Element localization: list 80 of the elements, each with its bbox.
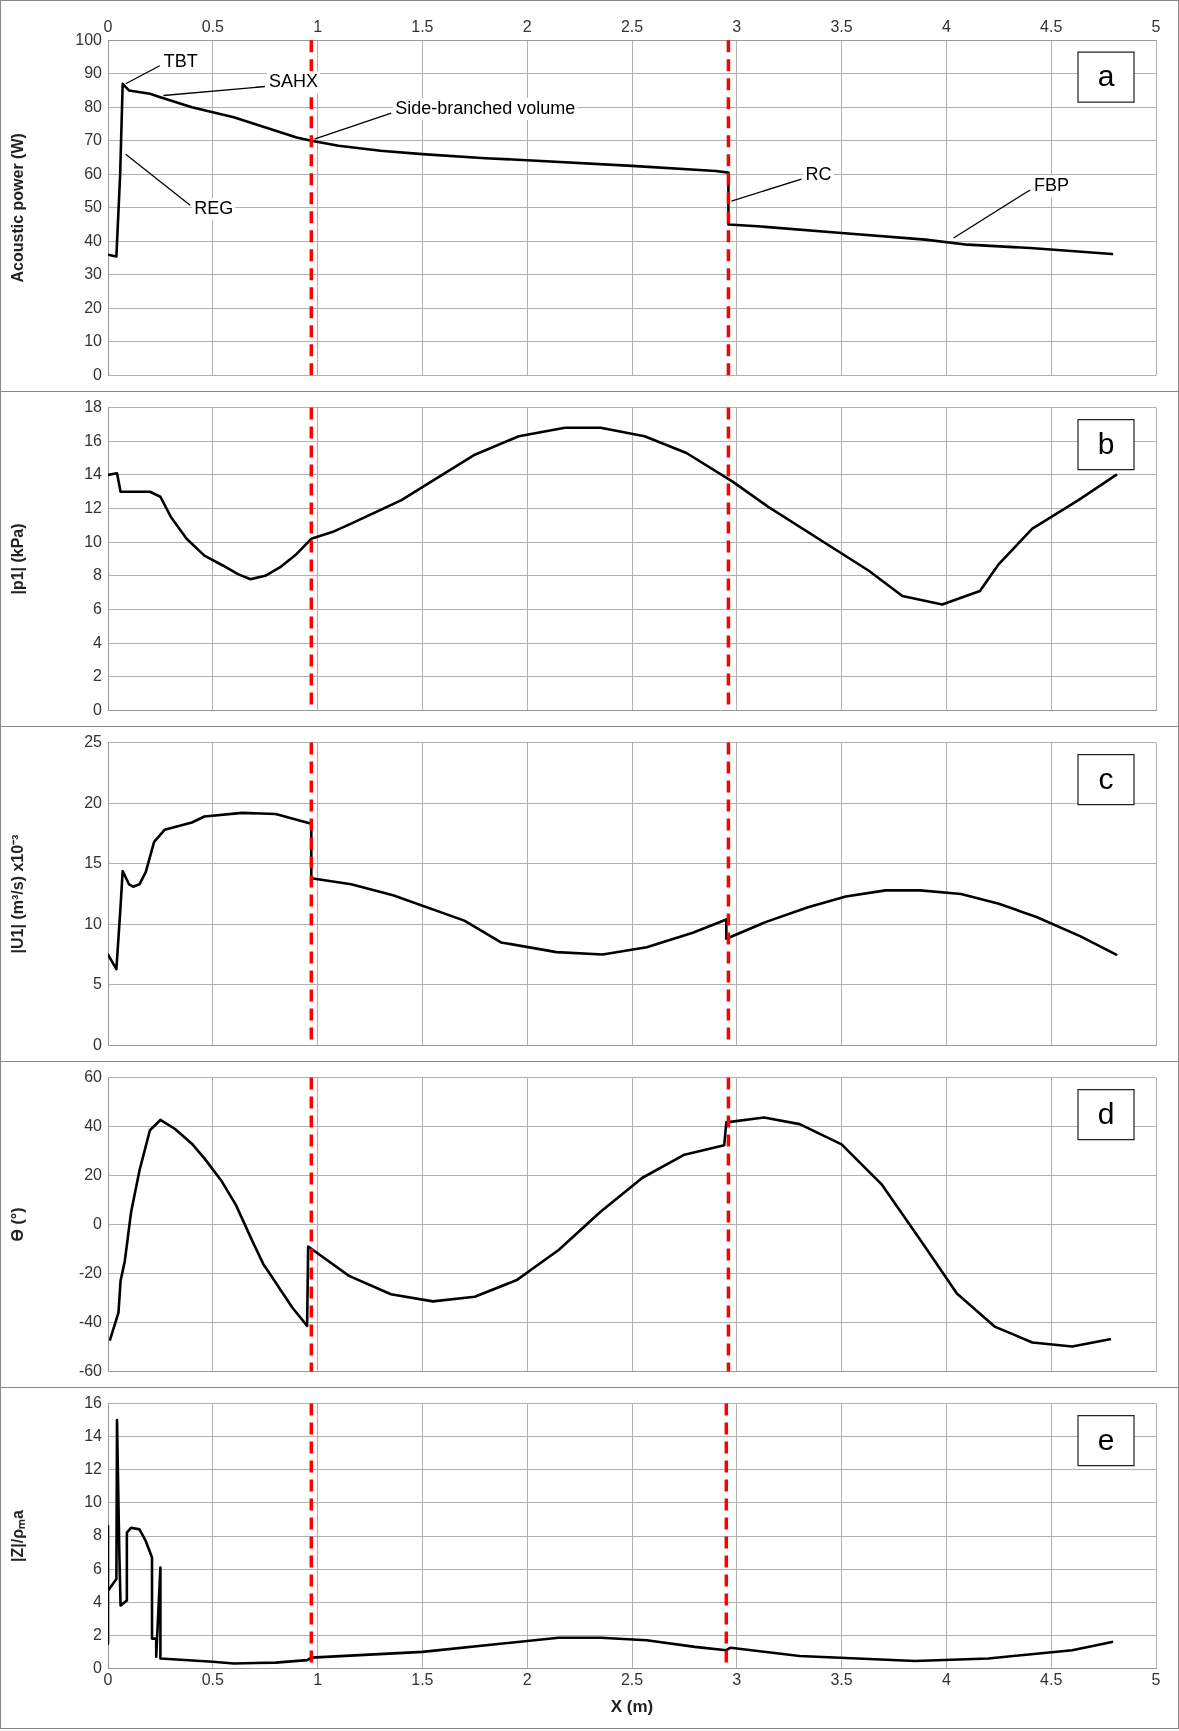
x-tick-label: 4: [941, 1671, 951, 1689]
y-tick-label: -20: [78, 1263, 103, 1281]
y-tick-label: 25: [84, 733, 103, 751]
y-tick-label: 14: [84, 465, 103, 483]
annotation: a: [1097, 59, 1115, 93]
annotation: b: [1097, 426, 1115, 460]
y-axis-title: |U1| (m³/s) x10⁻³: [9, 834, 27, 954]
x-tick-label: 2: [522, 18, 532, 36]
x-tick-label: 0.5: [201, 1671, 225, 1689]
x-tick-label: 1: [313, 18, 323, 36]
x-tick-label: 2: [522, 1671, 532, 1689]
y-tick-label: 60: [84, 1068, 103, 1086]
y-tick-label: 10: [84, 914, 103, 932]
y-tick-label: 10: [84, 1493, 103, 1511]
y-tick-label: 15: [84, 854, 103, 872]
y-axis-title: |Z|/ρₘa: [9, 1509, 27, 1562]
y-tick-label: 20: [84, 1165, 103, 1183]
annotation: RC: [805, 164, 832, 185]
y-tick-label: 0: [93, 700, 103, 718]
y-tick-label: 18: [84, 398, 103, 416]
y-tick-label: 16: [84, 1394, 103, 1412]
y-tick-label: -60: [78, 1361, 103, 1379]
x-tick-label: 0.5: [201, 18, 225, 36]
y-tick-label: 10: [84, 532, 103, 550]
x-tick-label: 4.5: [1040, 1671, 1063, 1689]
y-tick-label: 100: [75, 30, 103, 48]
x-tick-label: 1.5: [411, 1671, 434, 1689]
x-tick-label: 3: [732, 18, 742, 36]
y-tick-label: 90: [84, 64, 103, 82]
x-tick-label: 3: [732, 1671, 742, 1689]
y-tick-label: 20: [84, 793, 103, 811]
y-tick-label: 50: [84, 198, 103, 216]
y-tick-label: 6: [93, 599, 103, 617]
y-tick-label: 2: [93, 667, 103, 685]
y-tick-label: 60: [84, 164, 103, 182]
y-tick-label: 6: [93, 1559, 103, 1577]
x-tick-label: 1: [313, 1671, 323, 1689]
x-tick-label: 3.5: [830, 18, 853, 36]
y-tick-label: 8: [93, 1526, 103, 1544]
y-tick-label: 14: [84, 1427, 103, 1445]
y-tick-label: 10: [84, 332, 103, 350]
x-axis-title: X (m): [610, 1697, 654, 1717]
y-tick-label: -40: [78, 1312, 103, 1330]
x-tick-label: 4.5: [1040, 18, 1063, 36]
y-tick-label: 16: [84, 431, 103, 449]
y-tick-label: 12: [84, 1460, 103, 1478]
y-tick-label: 4: [93, 1592, 103, 1610]
annotation: c: [1098, 761, 1114, 795]
y-tick-label: 40: [84, 1116, 103, 1134]
y-tick-label: 70: [84, 131, 103, 149]
y-tick-label: 0: [93, 365, 103, 383]
y-tick-label: 80: [84, 97, 103, 115]
annotation: REG: [194, 198, 234, 219]
annotation: d: [1097, 1096, 1115, 1130]
y-tick-label: 30: [84, 265, 103, 283]
annotation: Side-branched volume: [395, 98, 576, 119]
annotation: e: [1097, 1422, 1115, 1456]
x-tick-label: 4: [941, 18, 951, 36]
y-axis-title: Acoustic power (W): [9, 133, 27, 283]
y-tick-label: 0: [93, 1658, 103, 1676]
annotation: FBP: [1034, 174, 1070, 195]
y-tick-label: 5: [93, 975, 103, 993]
y-tick-label: 4: [93, 633, 103, 651]
y-tick-label: 8: [93, 566, 103, 584]
x-tick-label: 5: [1151, 1671, 1161, 1689]
y-tick-label: 40: [84, 231, 103, 249]
annotation: TBT: [163, 50, 198, 71]
x-tick-label: 2.5: [620, 18, 644, 36]
y-tick-label: 0: [93, 1035, 103, 1053]
x-tick-label: 5: [1151, 18, 1161, 36]
x-tick-label: 1.5: [411, 18, 434, 36]
y-tick-label: 12: [84, 498, 103, 516]
x-tick-label: 3.5: [830, 1671, 853, 1689]
y-tick-label: 0: [93, 1214, 103, 1232]
y-axis-title: ϴ (°): [9, 1207, 27, 1242]
annotation: SAHX: [268, 71, 318, 92]
y-tick-label: 2: [93, 1625, 103, 1643]
y-tick-label: 20: [84, 298, 103, 316]
y-axis-title: |p1| (kPa): [9, 523, 27, 595]
x-tick-label: 2.5: [620, 1671, 644, 1689]
